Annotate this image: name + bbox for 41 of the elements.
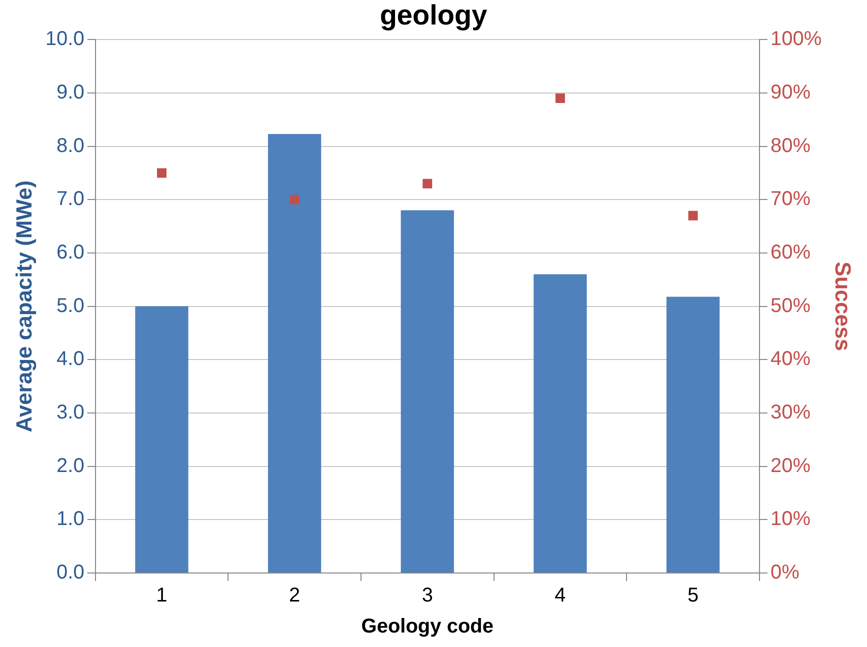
y2-tick-label: 0% [770, 562, 800, 584]
bar [534, 274, 587, 572]
y-tick-label: 6.0 [56, 241, 84, 264]
y-tick-label: 10.0 [45, 28, 84, 50]
y-tick-label: 5.0 [56, 294, 84, 317]
point [290, 194, 300, 204]
x-tick-label: 3 [422, 584, 433, 607]
y2-tick-label: 60% [770, 241, 811, 264]
y2-tick-label: 70% [770, 188, 811, 210]
bar [666, 296, 720, 572]
bar [135, 306, 188, 572]
y-tick-label: 8.0 [56, 134, 84, 157]
x-tick-label: 5 [687, 584, 699, 607]
point [422, 178, 432, 188]
y2-tick-label: 100% [770, 28, 822, 50]
point [555, 94, 565, 104]
y2-tick-label: 80% [770, 134, 811, 157]
y2-axis-title: Success [830, 262, 856, 351]
x-axis-title: Geology code [361, 616, 494, 638]
x-tick-label: 1 [156, 584, 168, 607]
x-tick-label: 4 [554, 584, 566, 607]
y-tick-label: 7.0 [56, 188, 84, 210]
y-tick-label: 9.0 [56, 81, 84, 104]
point [156, 168, 166, 178]
y-tick-label: 2.0 [56, 454, 84, 477]
chart-title: geology [380, 0, 488, 31]
y2-tick-label: 20% [770, 454, 811, 477]
y2-tick-label: 30% [770, 401, 811, 424]
y2-tick-label: 40% [770, 348, 811, 370]
x-tick-label: 2 [289, 584, 300, 607]
y2-tick-label: 90% [770, 81, 811, 104]
y-tick-label: 3.0 [56, 401, 84, 424]
y-tick-label: 0.0 [56, 562, 84, 584]
y-axis-title: Average capacity (MWe) [11, 180, 36, 432]
y-tick-label: 4.0 [56, 348, 84, 370]
y2-tick-label: 10% [770, 508, 811, 530]
y2-tick-label: 50% [770, 294, 811, 317]
point [688, 210, 698, 220]
y-tick-label: 1.0 [56, 508, 84, 530]
bar [268, 134, 322, 572]
bar [400, 210, 454, 572]
